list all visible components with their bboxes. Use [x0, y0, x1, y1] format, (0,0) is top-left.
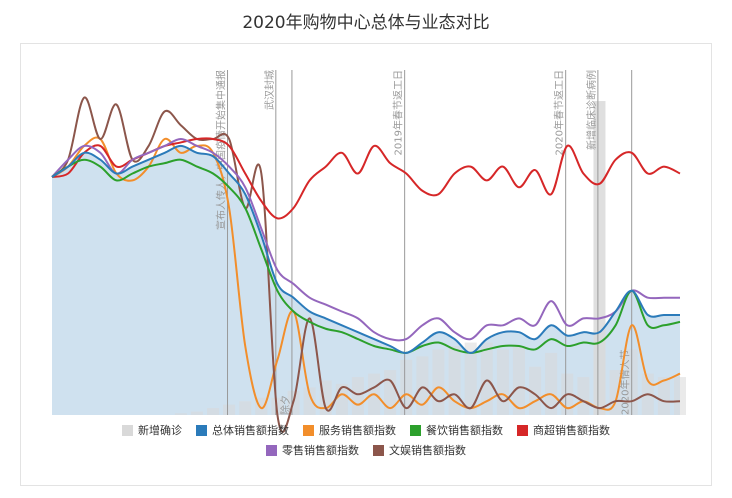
legend-item[interactable]: 商超销售额指数 [517, 422, 610, 438]
legend-label: 新增确诊 [138, 424, 182, 437]
annotation-label: 2020年春节返工日 [553, 70, 566, 155]
bar-new-confirmed [190, 411, 203, 415]
bar-new-confirmed [674, 377, 686, 415]
annotation-label: 除夕 [279, 395, 292, 415]
series-line-2 [51, 158, 681, 354]
legend-row-1: 新增确诊 总体销售额指数 服务销售额指数 餐饮销售额指数 商超销售额指数 [0, 422, 732, 438]
bar-new-confirmed [351, 377, 364, 415]
bar-new-confirmed [512, 346, 525, 415]
bar-new-confirmed [496, 349, 509, 415]
bar-new-confirmed [174, 413, 187, 415]
bar-new-confirmed [255, 397, 268, 415]
bar-new-confirmed [432, 349, 445, 415]
legend-label: 总体销售额指数 [212, 424, 289, 437]
series-line-1 [51, 136, 681, 411]
legend-label: 餐饮销售额指数 [426, 424, 503, 437]
bar-new-confirmed [480, 342, 493, 415]
bar-new-confirmed [657, 377, 670, 415]
legend-label: 文娱销售额指数 [389, 444, 466, 457]
bar-new-confirmed [609, 370, 622, 415]
bar-new-confirmed [223, 404, 236, 415]
legend-label: 零售销售额指数 [282, 444, 359, 457]
legend-swatch [410, 424, 421, 436]
legend-item[interactable]: 文娱销售额指数 [373, 442, 466, 458]
bar-new-confirmed [416, 356, 429, 415]
bar-new-confirmed [464, 342, 477, 415]
series-line-0 [51, 144, 680, 354]
legend-item[interactable]: 零售销售额指数 [266, 442, 359, 458]
annotation-label: 武汉封城 [263, 70, 276, 110]
legend-swatch [122, 424, 133, 436]
legend-label: 商超销售额指数 [533, 424, 610, 437]
bar-new-confirmed [577, 377, 590, 415]
annotation-label: 宣布人传人，中国疫情开始集中通报 [215, 70, 228, 230]
legend-swatch [196, 424, 207, 436]
bar-new-confirmed [400, 359, 413, 415]
legend-swatch [266, 444, 277, 456]
bar-new-confirmed [545, 352, 558, 415]
bar-new-confirmed [207, 408, 220, 415]
total-area [52, 145, 680, 415]
legend-item[interactable]: 新增确诊 [122, 422, 182, 438]
chart-title: 2020年购物中心总体与业态对比 [242, 13, 490, 33]
chart-frame [20, 43, 712, 486]
legend-item[interactable]: 服务销售额指数 [303, 422, 396, 438]
legend-swatch [303, 424, 314, 436]
legend-label: 服务销售额指数 [319, 424, 396, 437]
legend-row-2: 零售销售额指数 文娱销售额指数 [0, 442, 732, 458]
series-line-4 [51, 137, 680, 342]
annotation-label: 2019年春节返工日 [392, 70, 405, 155]
annotation-label: 新增临床诊断病例 [585, 70, 598, 150]
legend-item[interactable]: 餐饮销售额指数 [410, 422, 503, 438]
legend-swatch [517, 424, 528, 436]
series-line-5 [51, 96, 681, 433]
bar-new-confirmed [384, 370, 397, 415]
legend-item[interactable]: 总体销售额指数 [196, 422, 289, 438]
bar-new-confirmed [239, 401, 252, 415]
bar-new-confirmed [303, 387, 316, 415]
legend-swatch [373, 444, 384, 456]
